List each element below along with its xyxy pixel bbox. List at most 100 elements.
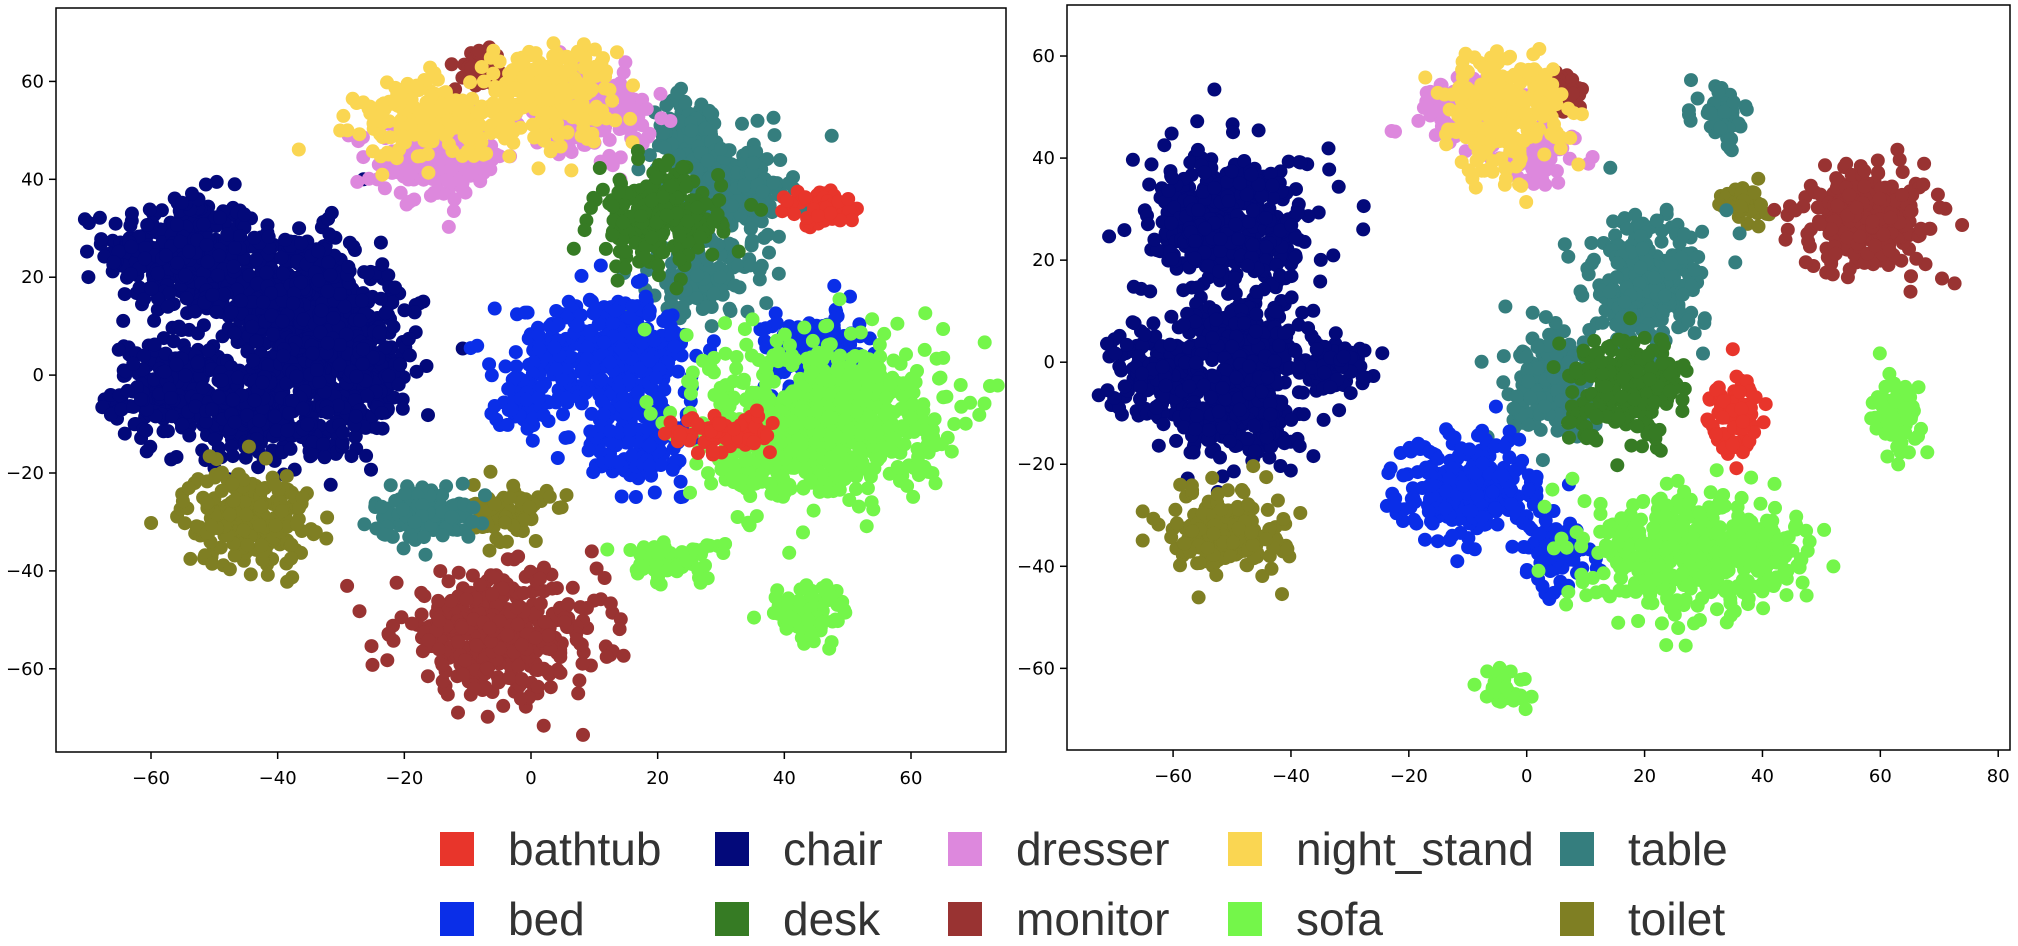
point-bed — [559, 431, 573, 445]
point-night_stand — [380, 75, 394, 89]
point-dresser — [378, 181, 392, 195]
point-chair — [259, 266, 273, 280]
point-dresser — [456, 183, 470, 197]
point-chair — [148, 338, 162, 352]
point-chair — [333, 287, 347, 301]
point-monitor — [366, 658, 380, 672]
point-chair — [185, 187, 199, 201]
point-night_stand — [445, 122, 459, 136]
point-bed — [470, 339, 484, 353]
point-night_stand — [333, 124, 347, 138]
point-bed — [770, 316, 784, 330]
point-monitor — [511, 550, 525, 564]
point-chair — [321, 406, 335, 420]
point-bed — [622, 373, 636, 387]
point-bed — [501, 418, 515, 432]
point-bed — [615, 342, 629, 356]
point-toilet — [529, 534, 543, 548]
point-chair — [247, 231, 261, 245]
point-chair — [350, 369, 364, 383]
point-night_stand — [523, 89, 537, 103]
point-chair — [338, 300, 352, 314]
point-chair — [305, 448, 319, 462]
point-desk — [638, 250, 652, 264]
point-bed — [531, 392, 545, 406]
point-monitor — [414, 586, 428, 600]
point-toilet — [296, 491, 310, 505]
point-desk — [645, 194, 659, 208]
point-chair — [282, 406, 296, 420]
point-night_stand — [387, 94, 401, 108]
point-chair — [182, 429, 196, 443]
point-night_stand — [420, 95, 434, 109]
point-desk — [705, 248, 719, 262]
point-night_stand — [475, 60, 489, 74]
point-toilet — [241, 538, 255, 552]
point-table — [751, 114, 765, 128]
point-desk — [711, 168, 725, 182]
point-toilet — [223, 508, 237, 522]
point-chair — [360, 389, 374, 403]
point-bed — [604, 454, 618, 468]
point-bed — [649, 371, 663, 385]
point-chair — [245, 320, 259, 334]
point-bed — [488, 399, 502, 413]
point-monitor — [455, 621, 469, 635]
point-table — [761, 228, 775, 242]
point-bed — [505, 402, 519, 416]
point-desk — [618, 261, 632, 275]
point-night_stand — [352, 127, 366, 141]
point-monitor — [422, 633, 436, 647]
point-bed — [595, 373, 609, 387]
point-chair — [200, 238, 214, 252]
point-chair — [333, 338, 347, 352]
point-bed — [575, 269, 589, 283]
point-night_stand — [421, 147, 435, 161]
point-night_stand — [558, 64, 572, 78]
point-bed — [609, 304, 623, 318]
point-monitor — [485, 587, 499, 601]
point-night_stand — [292, 143, 306, 157]
point-desk — [599, 242, 613, 256]
point-monitor — [502, 671, 516, 685]
point-bed — [585, 407, 599, 421]
point-monitor — [538, 615, 552, 629]
point-night_stand — [410, 79, 424, 93]
point-table — [657, 141, 671, 155]
point-toilet — [183, 552, 197, 566]
point-monitor — [510, 601, 524, 615]
point-sofa — [865, 312, 879, 326]
scatter-points — [78, 36, 1005, 742]
point-monitor — [483, 621, 497, 635]
point-monitor — [390, 576, 404, 590]
point-desk — [679, 180, 693, 194]
point-monitor — [473, 578, 487, 592]
point-bed — [603, 424, 617, 438]
point-chair — [321, 284, 335, 298]
point-desk — [593, 161, 607, 175]
point-monitor — [558, 615, 572, 629]
point-chair — [421, 408, 435, 422]
point-monitor — [487, 571, 501, 585]
point-sofa — [936, 322, 950, 336]
point-chair — [206, 288, 220, 302]
point-night_stand — [417, 131, 431, 145]
point-chair — [379, 306, 393, 320]
point-toilet — [182, 481, 196, 495]
point-desk — [631, 152, 645, 166]
point-chair — [374, 292, 388, 306]
point-night_stand — [502, 149, 516, 163]
point-chair — [316, 437, 330, 451]
point-monitor — [553, 650, 567, 664]
point-chair — [208, 433, 222, 447]
point-chair — [139, 423, 153, 437]
point-desk — [634, 209, 648, 223]
point-sofa — [797, 321, 811, 335]
point-chair — [249, 253, 263, 267]
point-chair — [375, 406, 389, 420]
point-bed — [586, 465, 600, 479]
point-table — [737, 179, 751, 193]
point-chair — [374, 236, 388, 250]
point-bed — [583, 424, 597, 438]
point-chair — [109, 217, 123, 231]
